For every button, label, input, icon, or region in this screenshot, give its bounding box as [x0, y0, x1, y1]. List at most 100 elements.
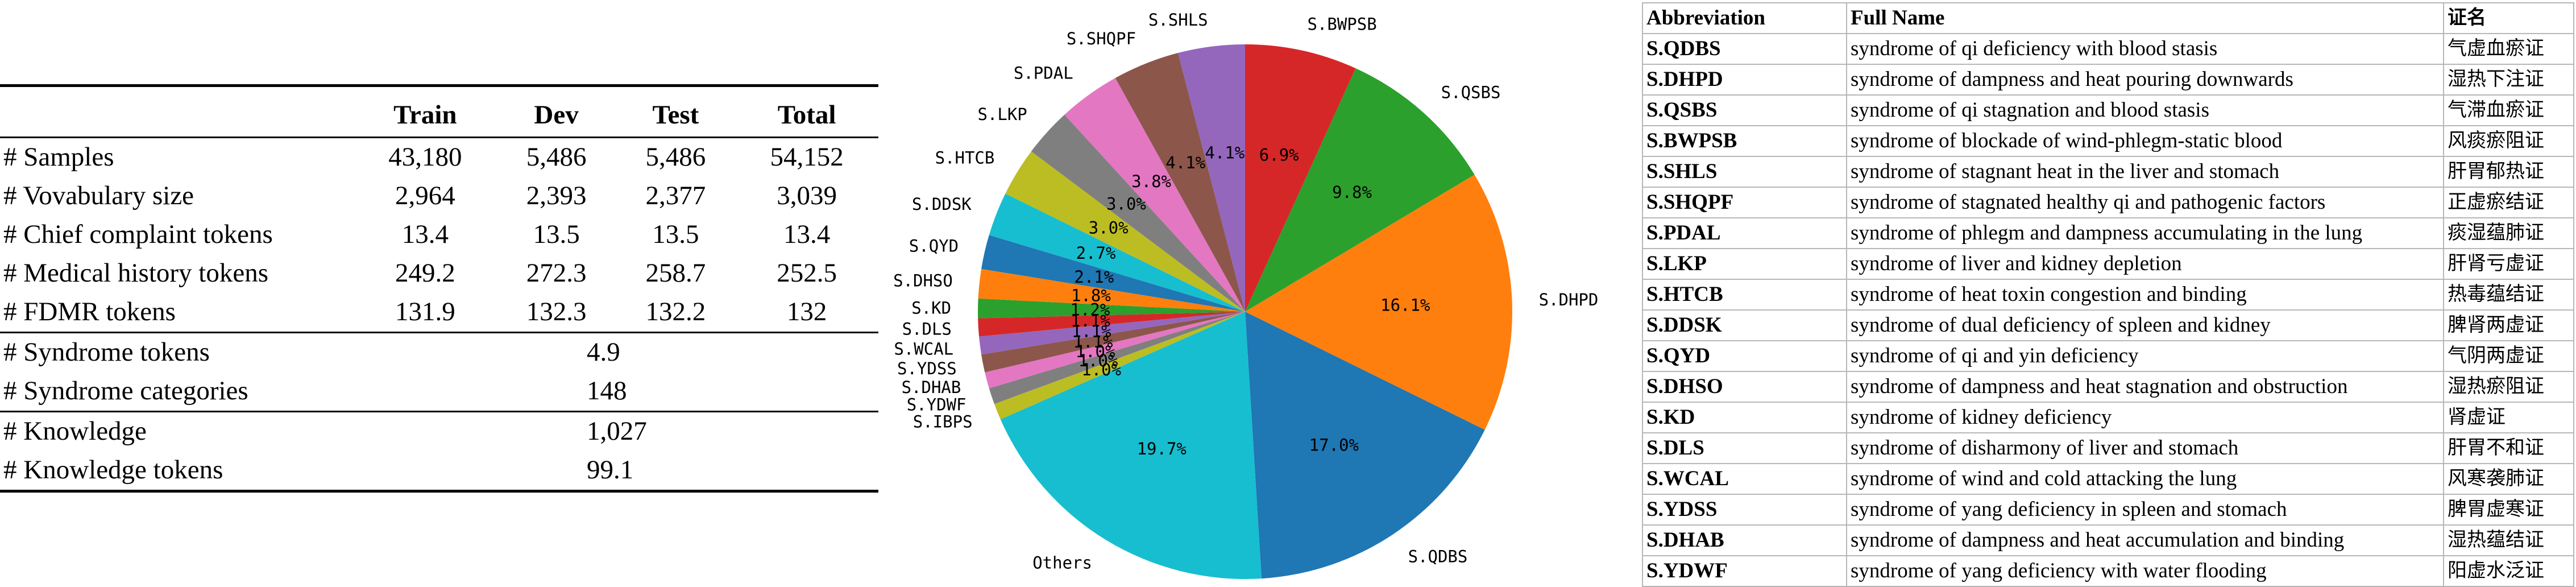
- abbr-cell-chinese-name: 脾肾两虚证: [2443, 309, 2574, 341]
- stats-row: # Chief complaint tokens 13.4 13.5 13.5 …: [0, 216, 878, 254]
- pie-category-label: S.QDBS: [1408, 547, 1468, 566]
- abbr-cell-full-name: syndrome of dampness and heat stagnation…: [1846, 371, 2444, 403]
- stats-cell: 5,486: [645, 142, 706, 172]
- stats-cell: 13.5: [533, 220, 580, 249]
- pie-slice: [979, 312, 1245, 355]
- pie-category-label: S.DDSK: [912, 195, 972, 214]
- pie-category-label: S.SHLS: [1148, 10, 1208, 30]
- abbr-table-row: S.SHLS syndrome of stagnant heat in the l…: [1642, 156, 2574, 188]
- pie-percent-label: 4.1%: [1205, 143, 1245, 162]
- abbr-cell-abbreviation: S.DHSO: [1642, 371, 1847, 403]
- stats-cell: 2,393: [526, 181, 587, 210]
- pie-category-label: Others: [1032, 553, 1092, 572]
- abbr-cell-chinese-name: 正虚瘀结证: [2443, 187, 2574, 218]
- stats-cell: 1,027: [587, 416, 647, 446]
- stats-cell: 43,180: [388, 142, 462, 172]
- abbr-cell-full-name: syndrome of heat toxin congestion and bi…: [1846, 279, 2444, 311]
- pie-category-label: S.QSBS: [1441, 83, 1501, 102]
- abbr-cell-chinese-name: 气虚血瘀证: [2443, 33, 2574, 65]
- pie-slice: [978, 268, 1245, 312]
- stats-syndrome-row: # Syndrome categories 148: [0, 372, 878, 412]
- stats-header-dev: Dev: [534, 100, 579, 130]
- abbr-cell-chinese-name: 气滞血瘀证: [2443, 94, 2574, 126]
- pie-percent-label: 1.1%: [1072, 321, 1111, 341]
- pie-percent-label: 1.8%: [1071, 286, 1111, 305]
- abbr-cell-abbreviation: S.SHQPF: [1642, 187, 1847, 218]
- pie-slice: [985, 312, 1245, 388]
- stats-cell: 132: [786, 297, 827, 326]
- abbr-cell-abbreviation: S.PDAL: [1642, 217, 1847, 249]
- abbr-cell-full-name: syndrome of qi deficiency with blood sta…: [1846, 33, 2444, 65]
- abbr-table-row: S.DHPD syndrome of dampness and heat pour…: [1642, 64, 2574, 96]
- pie-category-label: S.KD: [911, 299, 951, 318]
- stats-row-label: # Syndrome tokens: [3, 337, 210, 367]
- abbr-table-row: S.KD syndrome of kidney deficiency 肾虚证: [1642, 402, 2574, 433]
- stats-cell: 54,152: [770, 142, 844, 172]
- stats-cell: 132.3: [526, 297, 587, 326]
- abbr-cell-full-name: syndrome of dual deficiency of spleen an…: [1846, 309, 2444, 341]
- stats-cell: 2,964: [395, 181, 455, 210]
- abbr-table-row: S.QDBS syndrome of qi deficiency with blo…: [1642, 33, 2574, 65]
- abbr-cell-chinese-name: 风寒袭肺证: [2443, 463, 2574, 495]
- stats-row: # Vovabulary size 2,964 2,393 2,377 3,03…: [0, 177, 878, 216]
- pie-category-label: S.QYD: [909, 236, 959, 255]
- stats-knowledge-row: # Knowledge tokens 99.1: [0, 451, 878, 491]
- stats-row-label: # Medical history tokens: [3, 258, 269, 288]
- pie-slice: [1245, 44, 1356, 312]
- pie-percent-label: 3.0%: [1089, 218, 1129, 238]
- stats-syndrome-row: # Syndrome tokens 4.9: [0, 332, 878, 373]
- stats-cell: 132.2: [645, 297, 706, 326]
- pie-percent-label: 1.0%: [1078, 351, 1118, 370]
- pie-percent-label: 3.0%: [1106, 195, 1146, 214]
- stats-cell: 249.2: [395, 258, 455, 288]
- abbr-table-row: S.LKP syndrome of liver and kidney deplet…: [1642, 248, 2574, 280]
- abbr-cell-abbreviation: S.QSBS: [1642, 94, 1847, 126]
- abbr-cell-abbreviation: S.YDSS: [1642, 494, 1847, 526]
- pie-category-label: S.YDWF: [907, 395, 966, 414]
- stats-header-row: Train Dev Test Total: [0, 85, 878, 138]
- abbr-cell-abbreviation: S.QDBS: [1642, 33, 1847, 65]
- stats-row-label: # FDMR tokens: [3, 297, 176, 326]
- abbr-cell-chinese-name: 湿热瘀阻证: [2443, 371, 2574, 403]
- abbr-table-row: S.QYD syndrome of qi and yin deficiency 气阴…: [1642, 340, 2574, 372]
- pie-percent-label: 1.1%: [1073, 332, 1113, 352]
- stats-cell: 4.9: [587, 337, 620, 367]
- pie-percent-label: 6.9%: [1259, 145, 1299, 164]
- abbr-table-row: S.DHSO syndrome of dampness and heat stag…: [1642, 371, 2574, 403]
- abbr-cell-full-name: syndrome of wind and cold attacking the …: [1846, 463, 2444, 495]
- abbr-table-row: S.SHQPF syndrome of stagnated healthy qi …: [1642, 187, 2574, 218]
- abbr-cell-chinese-name: 痰湿蕴肺证: [2443, 217, 2574, 249]
- abbr-cell-abbreviation: S.BWPSB: [1642, 125, 1847, 157]
- abbr-table-row: S.QSBS syndrome of qi stagnation and bloo…: [1642, 94, 2574, 126]
- abbr-cell-chinese-name: 阳虚水泛证: [2443, 555, 2574, 587]
- abbr-table-row: S.YDWF syndrome of yang deficiency with w…: [1642, 555, 2574, 587]
- pie-category-label: S.WCAL: [894, 339, 953, 358]
- abbr-cell-full-name: syndrome of stagnated healthy qi and pat…: [1846, 187, 2444, 218]
- abbr-cell-full-name: syndrome of disharmony of liver and stom…: [1846, 432, 2444, 464]
- pie-slices: [978, 44, 1512, 580]
- stats-cell: 13.5: [652, 220, 699, 249]
- syndrome-distribution-pie-chart: 6.9% 9.8% 16.1% 17.0% 19.7% 1.0% 1.0% 1.0% 1.1% 1…: [887, 0, 1632, 583]
- pie-slice: [1245, 312, 1485, 579]
- stats-cell: 2,377: [645, 181, 706, 210]
- pie-category-label: S.PDAL: [1014, 64, 1073, 83]
- pie-percent-label: 3.8%: [1131, 172, 1171, 191]
- pie-category-label: S.DHSO: [893, 271, 953, 291]
- dataset-statistics-table: Train Dev Test Total # Samples 43,180 5,…: [0, 84, 878, 493]
- stats-row-label: # Syndrome categories: [3, 376, 248, 406]
- abbr-cell-full-name: syndrome of yang deficiency with water f…: [1846, 555, 2444, 587]
- stats-row-label: # Vovabulary size: [3, 181, 194, 210]
- abbr-cell-full-name: syndrome of stagnant heat in the liver a…: [1846, 156, 2444, 188]
- stats-cell: 5,486: [526, 142, 587, 172]
- syndrome-abbreviation-table: Abbreviation Full Name 证名 S.QDBS syndrome…: [1642, 2, 2574, 587]
- abbr-header-abbreviation: Abbreviation: [1642, 2, 1847, 34]
- abbr-cell-abbreviation: S.YDWF: [1642, 555, 1847, 587]
- abbr-cell-chinese-name: 湿热蕴结证: [2443, 524, 2574, 556]
- pie-slice: [1031, 114, 1245, 312]
- abbr-cell-chinese-name: 肝胃郁热证: [2443, 156, 2574, 188]
- pie-slice: [1005, 151, 1245, 312]
- pie-slice: [981, 235, 1245, 312]
- abbr-cell-abbreviation: S.WCAL: [1642, 463, 1847, 495]
- pie-percent-label: 1.0%: [1081, 360, 1121, 379]
- pie-slice: [1245, 175, 1512, 430]
